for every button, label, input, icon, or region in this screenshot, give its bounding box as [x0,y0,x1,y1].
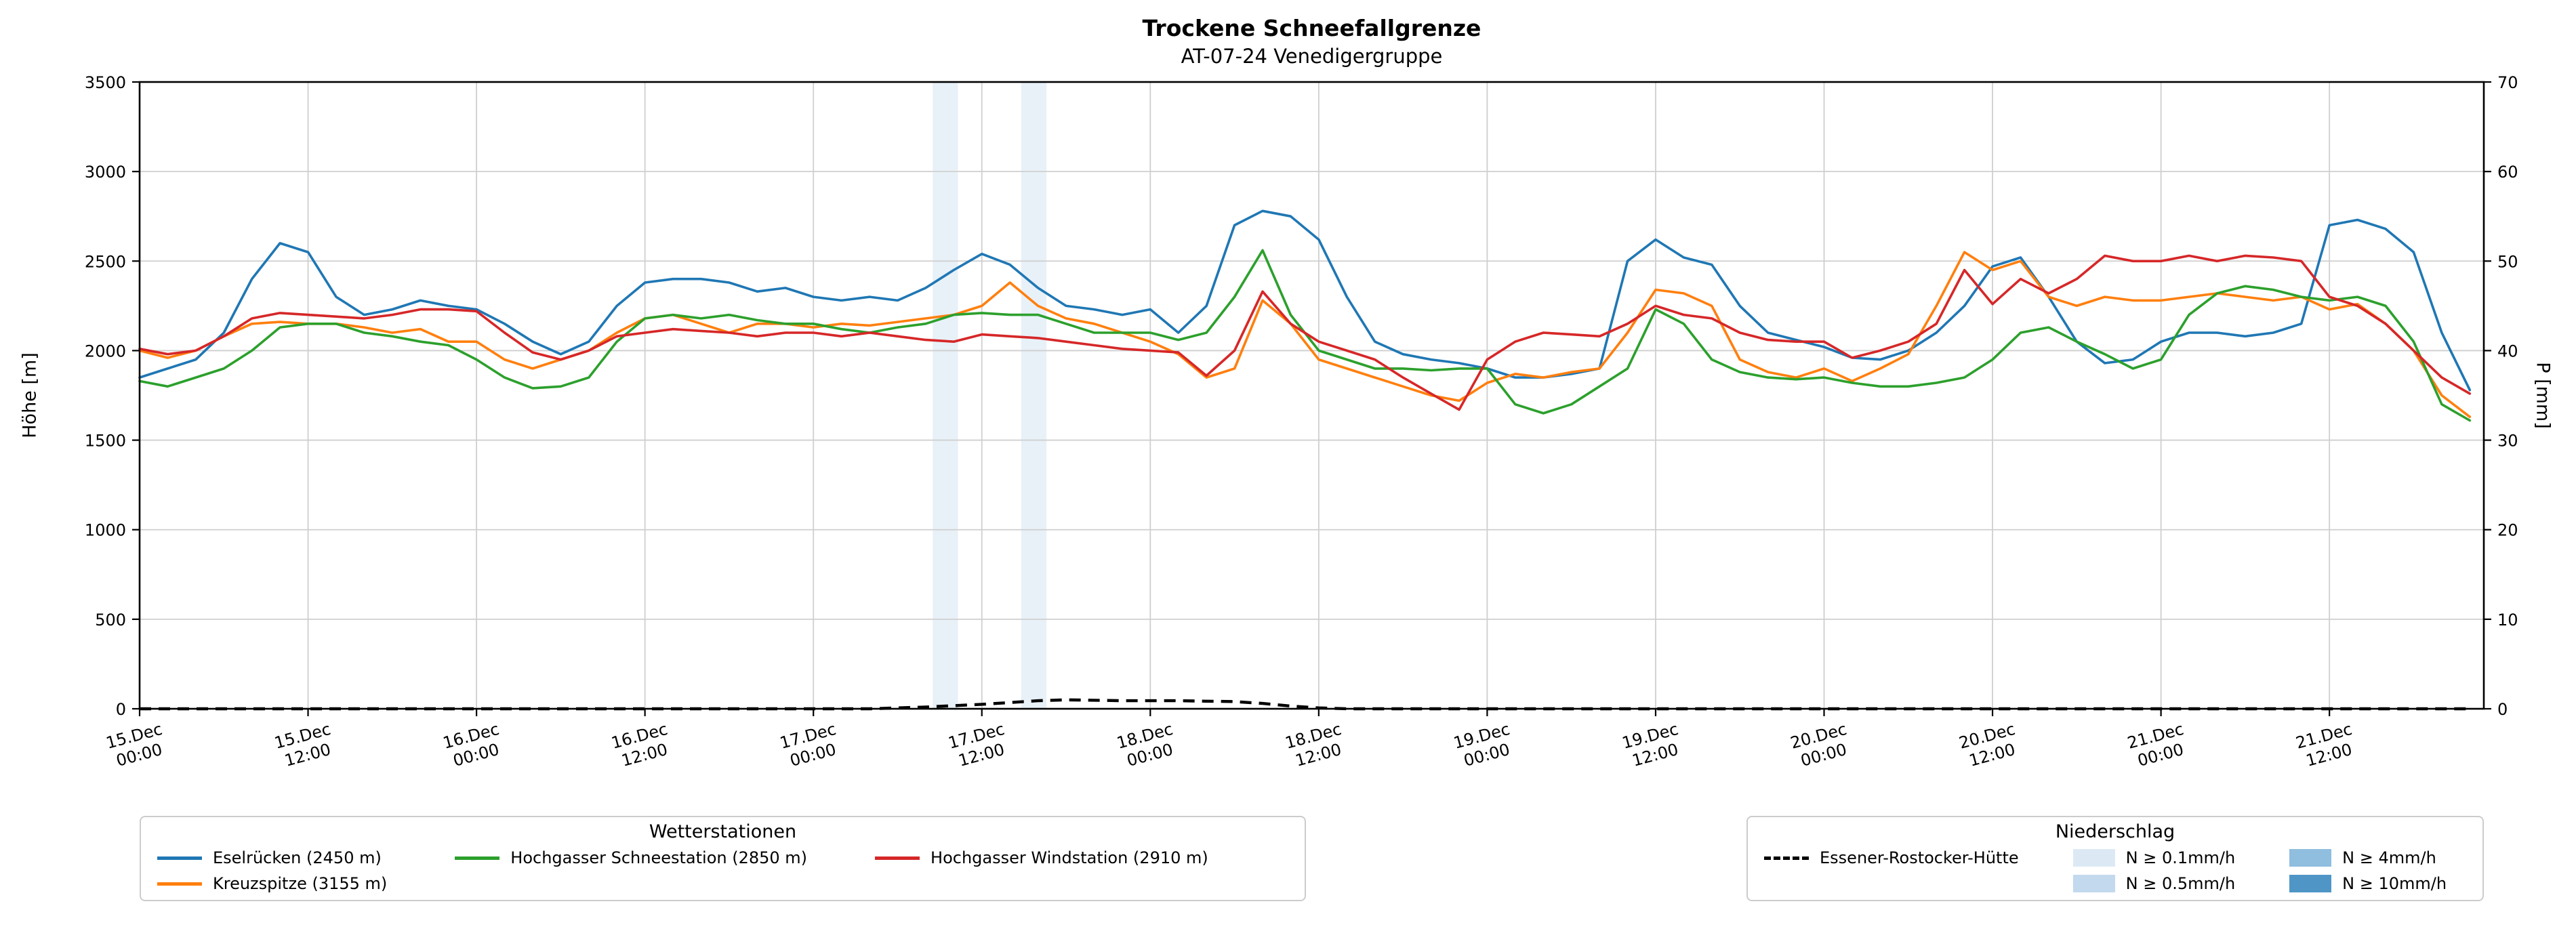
y-left-tick-label: 2500 [85,252,126,271]
legend-item-label: Eselrücken (2450 m) [213,848,382,867]
y-left-tick-label: 1000 [85,521,126,540]
line-swatch-green-icon [455,856,500,860]
legend-precip-grid: Essener-Rostocker-Hütte N ≥ 0.1mm/h N ≥ … [1764,846,2466,896]
y-left-tick-label: 3500 [85,73,126,92]
legend-precip-title: Niederschlag [2055,821,2175,842]
legend-stations-grid: Eselrücken (2450 m) Hochgasser Schneesta… [157,846,1288,896]
legend-precip: Niederschlag Essener-Rostocker-Hütte N ≥… [1746,816,2484,901]
legend-item-hochgasser-schneestation: Hochgasser Schneestation (2850 m) [455,846,807,870]
axes-spines [138,81,2485,710]
y-right-tick-label: 10 [2497,611,2518,629]
series-line-1 [138,251,2472,418]
x-tick-label: 21.Dec00:00 [2125,720,2190,772]
precip-dashed-line [140,698,2470,711]
y-right-tick-label: 30 [2497,432,2518,451]
x-tick-label: 15.Dec00:00 [104,720,169,772]
legend-item-kreuzspitze: Kreuzspitze (3155 m) [157,871,387,896]
y-axis-label-right: P [mm] [2532,362,2554,429]
precip-band [1021,82,1047,709]
x-tick-label: 15.Dec12:00 [272,720,338,772]
x-tick-label: 17.Dec00:00 [778,720,843,772]
x-tick-label: 21.Dec12:00 [2294,720,2359,772]
y-right-tick-label: 60 [2497,163,2518,182]
legend-item-label: N ≥ 0.1mm/h [2125,848,2236,867]
dashed-line-swatch-icon [1764,856,1809,860]
y-right-tick-label: 40 [2497,342,2518,360]
y-left-tick-label: 0 [116,700,126,719]
legend-item-label: Hochgasser Schneestation (2850 m) [510,848,808,867]
series-line-0 [138,209,2472,392]
y-left-tick-label: 1500 [85,432,126,451]
legend-item-hochgasser-windstation: Hochgasser Windstation (2910 m) [875,846,1208,870]
line-swatch-orange-icon [157,882,202,886]
x-tick-label: 19.Dec12:00 [1620,720,1685,772]
chart-subtitle: AT-07-24 Venedigergruppe [1181,45,1443,68]
precip-band [933,82,958,709]
y-right-tick-label: 20 [2497,521,2518,540]
legend-item-label: Essener-Rostocker-Hütte [1820,848,2019,867]
line-swatch-blue-icon [157,856,202,860]
legend-item-label: N ≥ 10mm/h [2342,874,2447,893]
legend-item-precip-4: N ≥ 4mm/h [2289,846,2447,870]
y-right-tick-label: 0 [2497,700,2508,719]
legend-item-label: Kreuzspitze (3155 m) [213,874,388,893]
y-left-tick-label: 500 [95,611,126,629]
y-right-tick-label: 50 [2497,252,2518,271]
legend-item-precip-0-1: N ≥ 0.1mm/h [2072,846,2236,870]
legend-item-precip-10: N ≥ 10mm/h [2289,871,2447,896]
legend-stations: Wetterstationen Eselrücken (2450 m) Hoch… [140,816,1306,901]
precip-patch-0-1-icon [2072,849,2115,867]
chart-title: Trockene Schneefallgrenze [1142,15,1481,41]
legend-item-precip-0-5: N ≥ 0.5mm/h [2072,871,2236,896]
legend-item-label: Hochgasser Windstation (2910 m) [931,848,1208,867]
x-tick-label: 16.Dec12:00 [609,720,674,772]
legend-item-label: N ≥ 4mm/h [2342,848,2436,867]
y-left-tick-label: 3000 [85,163,126,182]
x-tick-label: 20.Dec00:00 [1788,720,1854,772]
legend-item-essener-rostocker-huette: Essener-Rostocker-Hütte [1764,846,2019,870]
x-tick-label: 18.Dec12:00 [1283,720,1348,772]
y-left-tick-label: 2000 [85,342,126,360]
legend-stations-title: Wetterstationen [649,821,797,842]
x-tick-label: 20.Dec12:00 [1957,720,2022,772]
x-tick-label: 19.Dec00:00 [1452,720,1517,772]
precip-patch-4-icon [2289,849,2332,867]
legend-item-label: N ≥ 0.5mm/h [2125,874,2236,893]
series-line-2 [138,249,2472,422]
x-tick-label: 16.Dec00:00 [441,720,506,772]
series-line-3 [138,254,2472,411]
x-tick-label: 18.Dec00:00 [1115,720,1180,772]
precip-patch-0-5-icon [2072,875,2115,892]
legend-item-eselruecken: Eselrücken (2450 m) [157,846,387,870]
line-swatch-red-icon [875,856,920,860]
x-tick-label: 17.Dec12:00 [946,720,1011,772]
y-axis-label-left: Höhe [m] [19,352,41,438]
precip-patch-10-icon [2289,875,2332,892]
y-right-tick-label: 70 [2497,73,2518,92]
